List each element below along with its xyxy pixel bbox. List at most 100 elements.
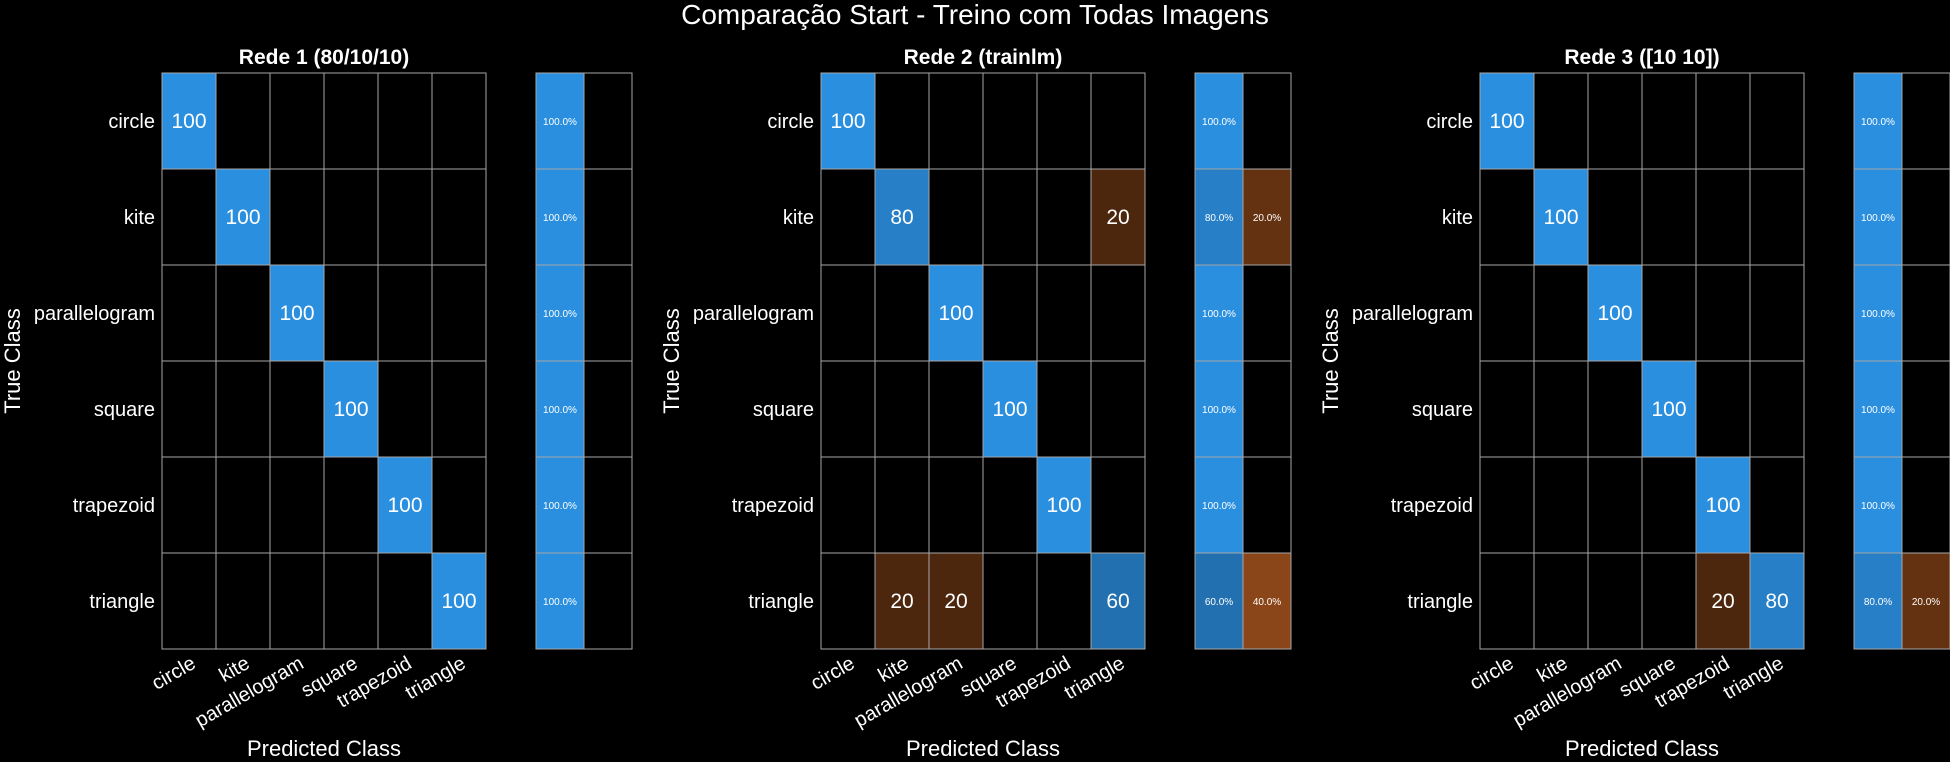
row-tick-label: triangle — [748, 591, 814, 613]
summary-correct-label: 100.0% — [1861, 213, 1895, 224]
cell-value-label: 20 — [890, 590, 913, 613]
cell-value-label: 100 — [333, 398, 368, 421]
row-tick-label: square — [1412, 399, 1473, 421]
summary-correct-cell — [536, 265, 584, 361]
cell-value-label: 20 — [1106, 206, 1129, 229]
cell-value-label: 100 — [225, 206, 260, 229]
summary-correct-cell — [1195, 265, 1243, 361]
row-tick-label: square — [753, 399, 814, 421]
summary-correct-cell — [1195, 73, 1243, 169]
row-tick-label: parallelogram — [1352, 303, 1473, 325]
cell-value-label: 100 — [441, 590, 476, 613]
matrix-cell — [1642, 361, 1696, 457]
x-axis-label: Predicted Class — [247, 736, 401, 761]
matrix-cell — [1037, 457, 1091, 553]
summary-correct-label: 100.0% — [1861, 405, 1895, 416]
cell-value-label: 20 — [944, 590, 967, 613]
summary-correct-cell — [1195, 361, 1243, 457]
matrix-cell — [1091, 553, 1145, 649]
summary-correct-label: 100.0% — [543, 405, 577, 416]
cell-value-label: 100 — [1543, 206, 1578, 229]
matrix-cell — [1588, 265, 1642, 361]
cell-value-label: 100 — [1597, 302, 1632, 325]
matrix-cell — [875, 553, 929, 649]
summary-correct-cell — [1854, 361, 1902, 457]
summary-correct-label: 100.0% — [1861, 117, 1895, 128]
matrix-cell — [1696, 553, 1750, 649]
summary-incorrect-label: 20.0% — [1912, 597, 1940, 608]
cell-value-label: 80 — [890, 206, 913, 229]
matrix-cell — [1750, 553, 1804, 649]
summary-correct-cell — [1195, 457, 1243, 553]
summary-correct-label: 100.0% — [543, 501, 577, 512]
matrix-cell — [1091, 169, 1145, 265]
summary-correct-label: 100.0% — [1202, 501, 1236, 512]
summary-correct-cell — [536, 361, 584, 457]
summary-correct-cell — [1854, 265, 1902, 361]
row-tick-label: trapezoid — [1391, 495, 1473, 517]
matrix-cell — [929, 265, 983, 361]
cell-value-label: 80 — [1765, 590, 1788, 613]
summary-correct-label: 100.0% — [1202, 309, 1236, 320]
cell-value-label: 100 — [1705, 494, 1740, 517]
summary-correct-cell — [536, 73, 584, 169]
matrix-cell — [1534, 169, 1588, 265]
matrix-cell — [216, 169, 270, 265]
cell-value-label: 60 — [1106, 590, 1129, 613]
matrix-cell — [270, 265, 324, 361]
row-tick-label: kite — [783, 207, 814, 229]
x-axis-label: Predicted Class — [906, 736, 1060, 761]
cell-value-label: 100 — [1651, 398, 1686, 421]
row-tick-label: square — [94, 399, 155, 421]
matrix-cell — [875, 169, 929, 265]
row-tick-label: kite — [124, 207, 155, 229]
cell-value-label: 100 — [279, 302, 314, 325]
summary-correct-cell — [536, 553, 584, 649]
matrix-panel-2: 100 80 20 100 100 100 20 20 60 Rede 2 (trainlm) ci… — [659, 46, 1292, 761]
summary-correct-cell — [536, 457, 584, 553]
matrix-cell — [1480, 73, 1534, 169]
matrix-cell — [821, 73, 875, 169]
y-axis-label: True Class — [1318, 308, 1343, 414]
summary-correct-label: 100.0% — [543, 597, 577, 608]
cell-value-label: 100 — [992, 398, 1027, 421]
matrix-panel-3: 100 100 100 100 100 20 80 Rede 3 ([10 10]) circl… — [1318, 46, 1950, 761]
summary-incorrect-label: 20.0% — [1253, 213, 1281, 224]
summary-correct-label: 80.0% — [1205, 213, 1233, 224]
row-tick-label: trapezoid — [73, 495, 155, 517]
panel-title: Rede 3 ([10 10]) — [1564, 46, 1719, 69]
cell-value-label: 100 — [938, 302, 973, 325]
cell-value-label: 100 — [171, 110, 206, 133]
matrix-cell — [162, 73, 216, 169]
panel-title: Rede 1 (80/10/10) — [239, 46, 409, 69]
summary-correct-cell — [1195, 169, 1243, 265]
summary-correct-label: 100.0% — [543, 309, 577, 320]
summary-correct-label: 80.0% — [1864, 597, 1892, 608]
cell-value-label: 20 — [1711, 590, 1734, 613]
matrix-cell — [929, 553, 983, 649]
matrix-cell — [324, 361, 378, 457]
summary-incorrect-cell — [1902, 553, 1950, 649]
summary-correct-label: 100.0% — [543, 117, 577, 128]
row-tick-label: circle — [767, 111, 814, 133]
panel-title: Rede 2 (trainlm) — [904, 46, 1063, 69]
matrix-cell — [378, 457, 432, 553]
summary-incorrect-cell — [1243, 553, 1291, 649]
figure-title: Comparação Start - Treino com Todas Imag… — [681, 0, 1269, 30]
row-tick-label: circle — [1426, 111, 1473, 133]
summary-correct-label: 100.0% — [1202, 117, 1236, 128]
summary-correct-cell — [1854, 457, 1902, 553]
cell-value-label: 100 — [1046, 494, 1081, 517]
summary-correct-cell — [1854, 169, 1902, 265]
summary-correct-label: 60.0% — [1205, 597, 1233, 608]
summary-correct-label: 100.0% — [1202, 405, 1236, 416]
summary-incorrect-cell — [1243, 169, 1291, 265]
row-tick-label: parallelogram — [693, 303, 814, 325]
matrix-cell — [432, 553, 486, 649]
y-axis-label: True Class — [0, 308, 25, 414]
summary-correct-label: 100.0% — [1861, 501, 1895, 512]
row-tick-label: triangle — [1407, 591, 1473, 613]
y-axis-label: True Class — [659, 308, 684, 414]
matrix-cell — [983, 361, 1037, 457]
